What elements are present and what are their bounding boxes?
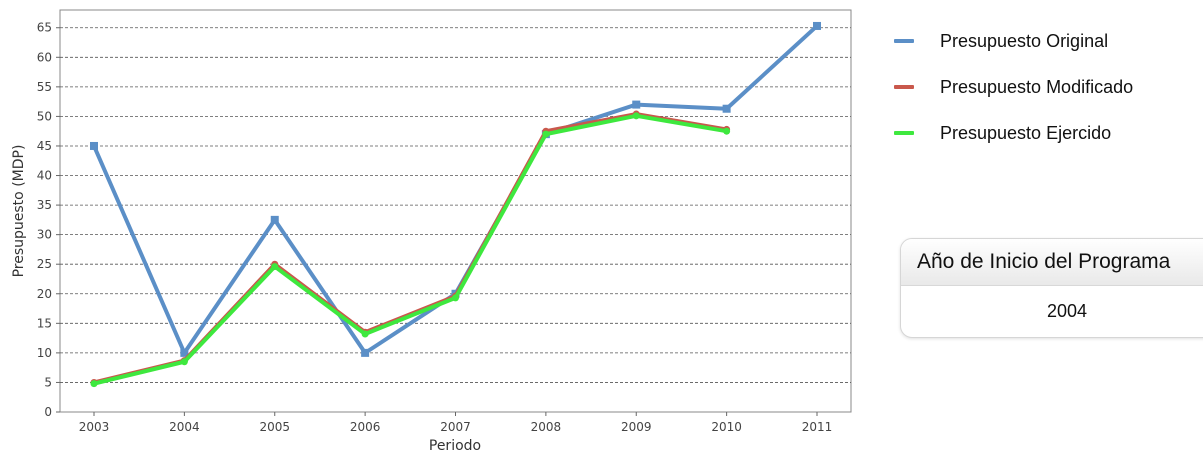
x-tick-label-2008: 2008 [531,420,562,434]
point-presupuesto-ejercido-2003 [90,380,98,388]
y-tick-label-25: 25 [37,257,52,271]
grid-lines [60,27,851,383]
point-presupuesto-ejercido-2006 [361,330,369,338]
legend-item-modificado: Presupuesto Modificado [890,64,1200,110]
y-axis-ticks: 0 5 10 15 20 25 30 35 40 45 50 55 60 65 [37,21,60,419]
x-tick-label-2005: 2005 [259,420,290,434]
y-tick-label-40: 40 [37,169,52,183]
x-tick-label-2006: 2006 [350,420,381,434]
y-tick-label-10: 10 [37,346,52,360]
y-tick-label-50: 50 [37,109,52,123]
x-axis-title: Periodo [429,438,481,454]
series-group [90,21,821,388]
y-axis-title: Presupuesto (MDP) [11,145,27,278]
legend: Presupuesto Original Presupuesto Modific… [890,18,1200,156]
point-presupuesto-original-2009 [632,100,641,109]
legend-swatch-modificado [894,85,914,89]
y-tick-label-35: 35 [37,198,52,212]
x-tick-label-2003: 2003 [79,420,110,434]
y-tick-label-5: 5 [44,375,52,389]
point-presupuesto-ejercido-2007 [452,294,459,302]
point-presupuesto-original-2006 [361,348,370,357]
x-tick-label-2004: 2004 [169,420,200,434]
point-presupuesto-original-2004 [180,348,189,357]
x-tick-label-2011: 2011 [802,420,833,434]
program-start-card: Año de Inicio del Programa 2004 [900,238,1203,338]
legend-item-ejercido: Presupuesto Ejercido [890,110,1200,156]
x-axis-ticks: 2003 2004 2005 2006 2007 2008 2009 2010 2011 [79,412,833,434]
legend-swatch-original [894,39,914,43]
legend-item-original: Presupuesto Original [890,18,1200,64]
legend-label-original: Presupuesto Original [940,30,1109,51]
y-tick-label-45: 45 [37,139,52,153]
legend-swatch-ejercido [894,131,914,135]
y-tick-label-60: 60 [37,50,52,64]
y-tick-label-20: 20 [37,287,52,301]
point-presupuesto-original-2011 [813,21,821,30]
point-presupuesto-ejercido-2004 [180,358,188,366]
point-presupuesto-ejercido-2010 [723,127,731,135]
y-tick-label-15: 15 [37,316,52,330]
point-presupuesto-ejercido-2009 [632,112,640,120]
x-tick-label-2010: 2010 [711,420,742,434]
point-presupuesto-ejercido-2005 [271,263,279,271]
point-presupuesto-ejercido-2008 [542,130,550,138]
y-tick-label-65: 65 [37,21,52,35]
y-tick-label-55: 55 [37,80,52,94]
series-line-presupuesto-ejercido [92,113,729,386]
plot-area [59,9,852,413]
legend-label-modificado: Presupuesto Modificado [940,76,1134,97]
point-presupuesto-original-2003 [90,141,98,150]
point-presupuesto-original-2010 [722,104,731,113]
legend-label-ejercido: Presupuesto Ejercido [940,122,1112,143]
program-start-label: Año de Inicio del Programa [901,239,1203,286]
y-tick-label-0: 0 [44,405,52,419]
point-presupuesto-original-2005 [270,215,279,224]
x-tick-label-2009: 2009 [621,420,652,434]
y-tick-label-30: 30 [37,228,52,242]
x-tick-label-2007: 2007 [440,420,471,434]
program-start-value: 2004 [1047,301,1088,321]
